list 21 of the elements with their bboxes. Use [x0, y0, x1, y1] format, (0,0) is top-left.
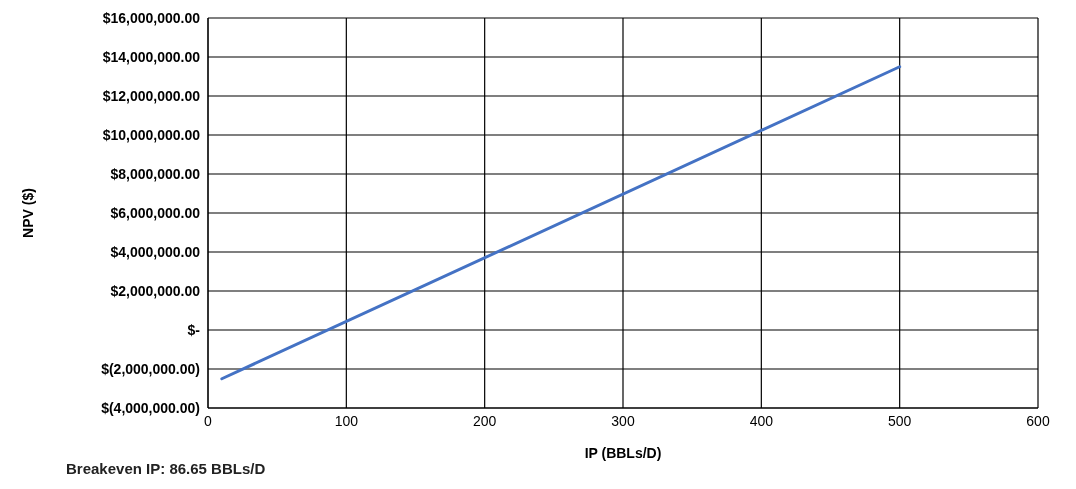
x-tick-label: 600 — [1026, 412, 1050, 429]
y-tick-label: $12,000,000.00 — [102, 87, 201, 104]
text: Breakeven IP: 86.65 BBLs/D — [66, 460, 266, 477]
x-tick-label: 0 — [204, 412, 213, 429]
x-tick-label: 500 — [887, 412, 912, 429]
y-tick-label: $(4,000,000.00) — [101, 399, 200, 416]
y-tick-label: $(2,000,000.00) — [101, 360, 200, 377]
y-tick-label: $- — [187, 321, 201, 338]
y-axis-title: NPV ($) — [19, 188, 36, 238]
y-tick-label: $6,000,000.00 — [110, 204, 201, 221]
x-tick-label: 300 — [611, 412, 635, 429]
y-tick-label: $8,000,000.00 — [110, 165, 201, 182]
x-tick-label: 400 — [749, 412, 774, 429]
x-tick-label: 200 — [472, 412, 497, 429]
y-tick-label: $2,000,000.00 — [110, 282, 201, 299]
y-tick-label: $10,000,000.00 — [102, 126, 201, 143]
x-axis-title: IP (BBLs/D) — [584, 445, 662, 461]
y-tick-label: $14,000,000.00 — [102, 48, 201, 65]
y-tick-label: $16,000,000.00 — [102, 9, 201, 26]
x-tick-label: 100 — [334, 412, 359, 429]
y-tick-label: $4,000,000.00 — [110, 243, 201, 260]
